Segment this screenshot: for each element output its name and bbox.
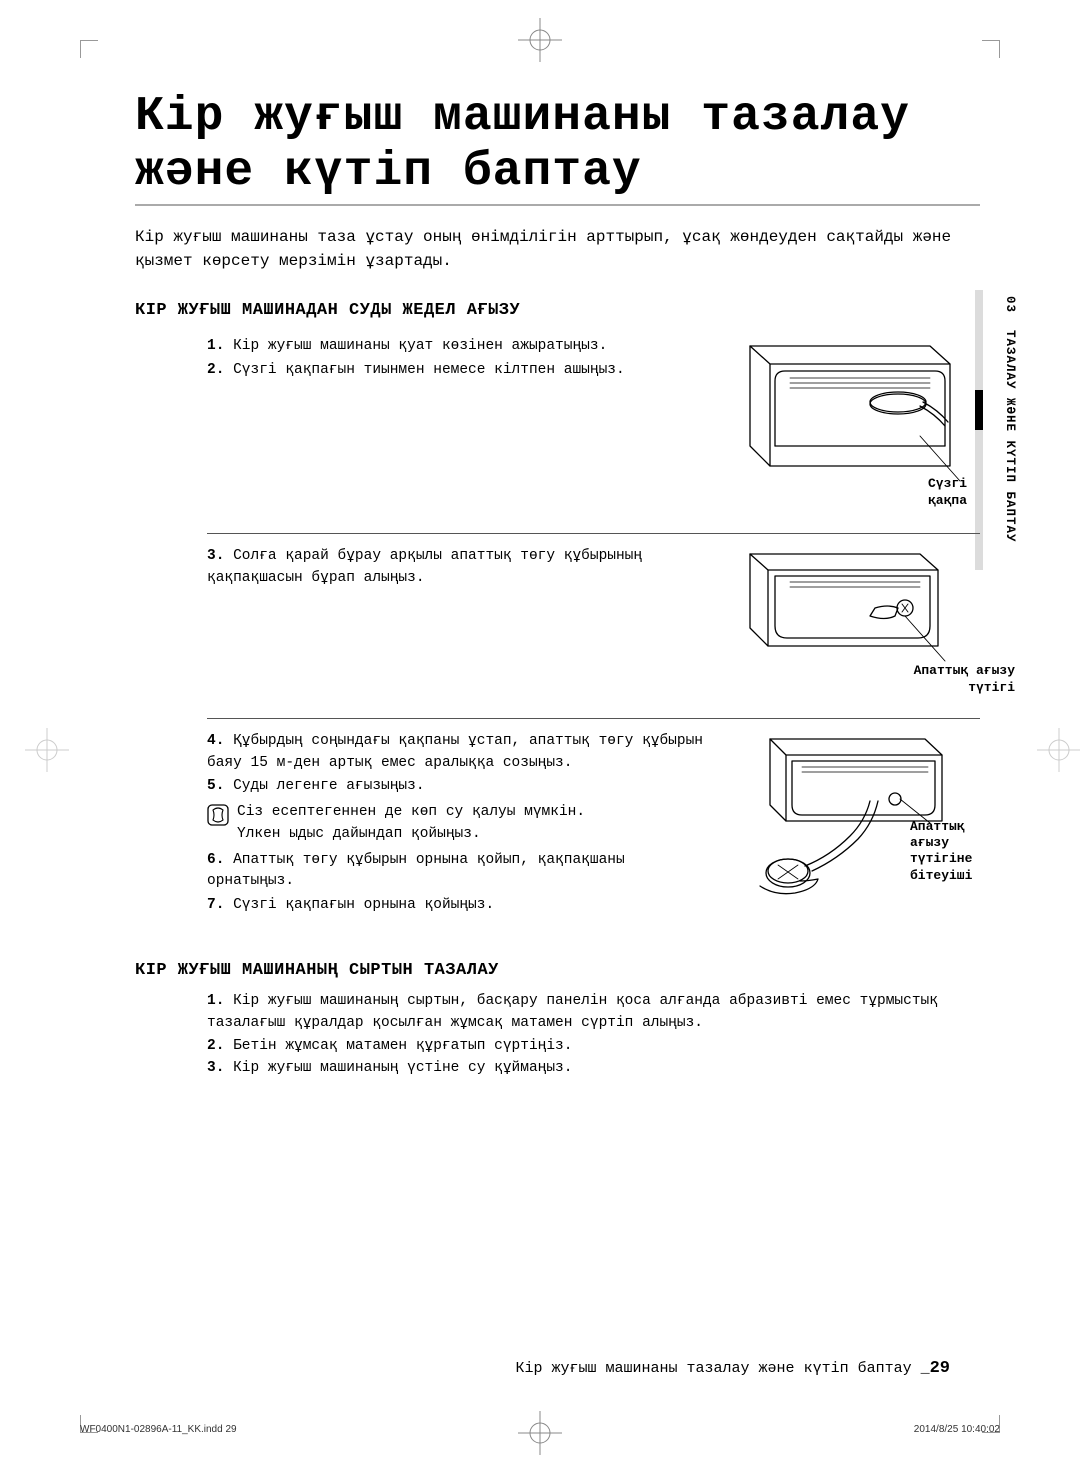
sec2-step-2: Бетін жұмсақ матамен құрғатып сүртіңіз. xyxy=(233,1038,572,1054)
divider xyxy=(207,533,980,534)
imprint-left: WF0400N1-02896A-11_KK.indd 29 xyxy=(80,1424,237,1435)
step-block-3: 4. Құбырдың соңындағы қақпаны ұстап, апа… xyxy=(207,725,980,931)
registration-mark-left xyxy=(25,728,43,746)
registration-mark-right xyxy=(1037,728,1055,746)
note-line-1: Сіз есептегеннен де көп су қалуы мүмкін. xyxy=(237,804,585,820)
footer-text: Кір жуғыш машинаны тазалау және күтіп ба… xyxy=(516,1360,930,1377)
sec2-step-3: Кір жуғыш машинаның үстіне су құймаңыз. xyxy=(233,1060,572,1076)
section-heading-drain: КІР ЖУҒЫШ МАШИНАДАН СУДЫ ЖЕДЕЛ АҒЫЗУ xyxy=(135,301,980,320)
step-4-text: Құбырдың соңындағы қақпаны ұстап, апатты… xyxy=(207,733,703,771)
section-exterior: КІР ЖУҒЫШ МАШИНАНЫҢ СЫРТЫН ТАЗАЛАУ 1. Кі… xyxy=(135,961,980,1080)
crop-mark xyxy=(982,40,1000,58)
figure-label-drain-tube: Апаттық ағызу түтігі xyxy=(895,663,1015,696)
step-block-2: 3. Солға қарай бұрау арқылы апаттық төгу… xyxy=(207,540,980,706)
chapter-label: ТАЗАЛАУ ЖӘНЕ КҮТІП БАПТАУ xyxy=(1003,330,1017,543)
step-block-1: 1. Кір жуғыш машинаны қуат көзінен ажыра… xyxy=(207,330,980,521)
step-7-text: Сүзгі қақпағын орнына қойыңыз. xyxy=(233,897,494,913)
section-heading-exterior: КІР ЖУҒЫШ МАШИНАНЫҢ СЫРТЫН ТАЗАЛАУ xyxy=(135,961,980,980)
figure-drain-tube: Апаттық ағызу түтігі xyxy=(720,546,980,696)
note-icon xyxy=(207,804,229,835)
crop-mark xyxy=(80,40,98,58)
page-title: Кір жуғыш машинаны тазалау және күтіп ба… xyxy=(135,90,980,206)
side-chapter-tab: 03 ТАЗАЛАУ ЖӘНЕ КҮТІП БАПТАУ xyxy=(1000,290,1020,549)
step-1-text: Кір жуғыш машинаны қуат көзінен ажыратың… xyxy=(233,338,607,354)
intro-text: Кір жуғыш машинаны таза ұстау оның өнімд… xyxy=(135,226,980,272)
page-number: 29 xyxy=(930,1359,950,1378)
sec2-step-1: Кір жуғыш машинаның сыртын, басқару пане… xyxy=(207,993,938,1031)
figure-label-drain-cap: Апаттық ағызу түтігіне бітеуіші xyxy=(910,819,1000,884)
figure-drain-cap: Апаттық ағызу түтігіне бітеуіші xyxy=(720,731,980,921)
figure-filter-cover: Сүзгі қақпа xyxy=(720,336,980,511)
step-6-text: Апаттық төгу құбырын орнына қойып, қақпа… xyxy=(207,852,625,890)
page-content: Кір жуғыш машинаны тазалау және күтіп ба… xyxy=(135,90,980,1383)
figure-label-filter-cover: Сүзгі қақпа xyxy=(928,476,988,509)
step-5-text: Суды легенге ағызыңыз. xyxy=(233,778,424,794)
step-3-text: Солға қарай бұрау арқылы апаттық төгу құ… xyxy=(207,548,642,586)
chapter-number: 03 xyxy=(1003,296,1017,313)
note-line-2: Үлкен ыдыс дайындап қойыңыз. xyxy=(237,826,481,842)
note-row: Сіз есептегеннен де көп су қалуы мүмкін.… xyxy=(207,802,704,846)
registration-mark-bottom xyxy=(518,1411,562,1455)
registration-mark-top xyxy=(518,18,562,62)
page-footer: Кір жуғыш машинаны тазалау және күтіп ба… xyxy=(135,1359,950,1378)
step-2-text: Сүзгі қақпағын тиынмен немесе кілтпен аш… xyxy=(233,362,625,378)
imprint-right: 2014/8/25 10:40:02 xyxy=(914,1424,1000,1435)
divider xyxy=(207,718,980,719)
